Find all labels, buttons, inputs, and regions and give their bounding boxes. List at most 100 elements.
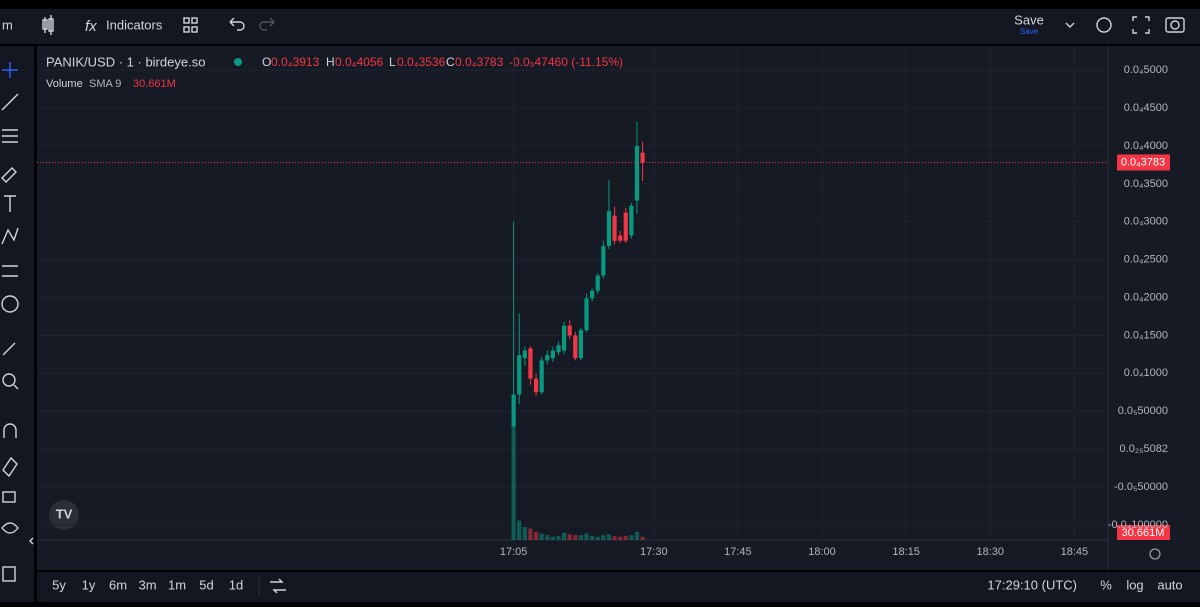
volume-bar [561,532,567,540]
y-tick-label: 0.0₅50000 [1118,405,1168,417]
candle-body [522,350,527,359]
range-button[interactable]: 5d [199,577,213,592]
settings[interactable] [1096,17,1112,33]
x-tick-label: 18:15 [892,546,920,558]
candle-body [528,348,533,379]
volume-bar [640,536,645,540]
y-tick-label: 0.0₄4500 [1124,102,1168,114]
candle-body [601,246,606,276]
left-toolbar [0,46,34,602]
candle-body [595,275,600,291]
volume-bar [590,535,595,540]
volume-bar [550,536,555,540]
volume-bar [595,536,600,540]
candle-body [550,350,555,359]
collapse-toolbar[interactable] [29,537,34,545]
volume-bar [567,534,572,540]
l-value: 0.0₄3536 [397,55,446,69]
volume-bar [584,533,589,540]
clock[interactable]: 17:29:10 (UTC) [987,577,1077,592]
y-tick-label: 0.0₂₅5082 [1120,443,1168,455]
sma-value: 30.661M [133,78,176,90]
candle-body [578,330,584,359]
candle-body [612,215,617,241]
volume-bar [539,533,544,540]
volume-bar [517,520,522,540]
h-value: 0.0₄4056 [335,55,384,69]
volume-bar [511,410,516,540]
candle-body [573,335,578,359]
volume-badge [1117,525,1170,540]
x-tick-label: 17:30 [640,546,668,558]
percent-toggle[interactable]: % [1100,577,1112,592]
x-tick-label: 17:05 [500,546,528,558]
volume-bar [601,535,606,540]
range-button[interactable]: 5y [52,577,66,592]
candles-icon[interactable] [42,15,54,35]
volume-bar [556,535,561,540]
volume-bar [578,535,584,540]
candle-body [556,345,561,353]
y-tick-label: -0.0₅50000 [1114,481,1168,493]
y-tick-label: 0.0₄3500 [1124,178,1168,190]
range-button[interactable]: 1d [229,577,243,592]
y-tick-label: 0.0₄1000 [1124,367,1168,379]
o-key: O [262,55,271,69]
y-tick-label: 0.0₄5000 [1124,64,1168,76]
screenshot[interactable] [1165,17,1185,33]
volume-bar [623,535,628,540]
log-toggle[interactable]: log [1126,577,1143,592]
fx-icon[interactable]: fx [85,18,97,35]
candle-body [567,325,572,336]
compare[interactable] [270,578,286,594]
candle-body [606,211,612,247]
volume-badge-text: 30.661M [1122,527,1165,539]
undo[interactable] [229,17,245,31]
chart-pane [37,46,1200,570]
range-button[interactable]: 6m [109,577,127,592]
range-button[interactable]: 1m [168,577,186,592]
y-tick-label: 0.0₄4000 [1124,140,1168,152]
candle-body [640,152,645,163]
tv-logo [49,500,79,530]
save-menu[interactable] [1065,22,1075,28]
market-status [234,58,242,66]
candle-body [623,212,628,241]
top-toolbar [0,9,1200,44]
symbol: PANIK/USD · 1 · birdeye.so [46,54,205,69]
volume-bar [612,535,617,540]
volume-bar [573,535,578,540]
y-tick-label: 0.0₄1500 [1124,329,1168,341]
h-key: H [326,55,335,69]
interval[interactable]: m [2,17,13,32]
indicators-button[interactable]: Indicators [106,17,163,32]
range-button[interactable]: 3m [138,577,156,592]
layouts-icon[interactable] [183,17,198,33]
l-key: L [389,55,396,69]
volume-bar [634,531,640,540]
save-status: Save [1020,27,1039,36]
fullscreen[interactable] [1132,16,1150,34]
candle-body [561,325,567,351]
candle-body [634,146,640,201]
c-key: C [446,55,455,69]
sma-label: SMA 9 [89,78,121,90]
redo[interactable] [259,17,275,31]
axis-settings[interactable] [1149,548,1161,560]
y-tick-label: 0.0₄3000 [1124,216,1168,228]
range-button[interactable]: 1y [82,577,96,592]
save-button[interactable]: Save [1014,12,1044,27]
volume-bar [545,535,550,540]
drawing-tools[interactable] [1,62,19,582]
o-value: 0.0₄3913 [271,55,320,69]
volume-bar [528,528,533,540]
volume-bar [629,535,634,540]
bottom-bar [37,572,1200,602]
x-tick-label: 17:45 [724,546,752,558]
auto-toggle[interactable]: auto [1157,577,1182,592]
candle-body [539,360,544,393]
y-tick-label: -0.0₄100000 [1108,519,1168,531]
candle-body [618,235,623,241]
